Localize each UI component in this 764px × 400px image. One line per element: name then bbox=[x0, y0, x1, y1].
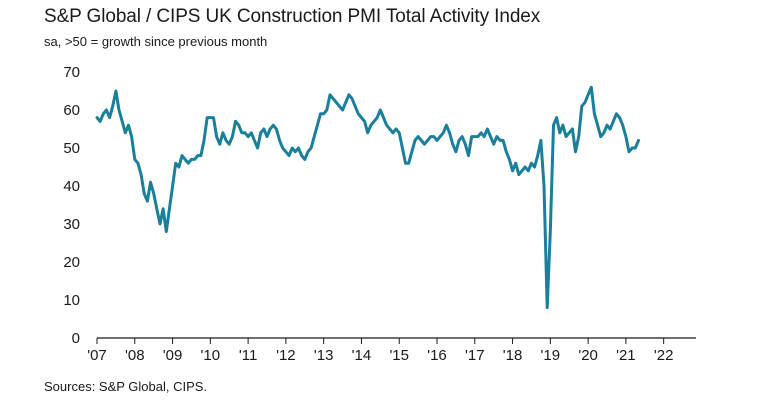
series-line bbox=[95, 85, 640, 310]
x-tick-label: '19 bbox=[541, 347, 561, 364]
y-tick-label: 0 bbox=[72, 330, 80, 347]
y-axis-ticks: 0 10 20 30 40 50 60 70 bbox=[63, 64, 80, 347]
x-tick-label: '09 bbox=[163, 347, 183, 364]
x-tick-label: '08 bbox=[125, 347, 145, 364]
x-tick-label: '15 bbox=[389, 347, 409, 364]
y-tick-label: 50 bbox=[63, 140, 80, 157]
y-tick-label: 40 bbox=[63, 178, 80, 195]
x-tick-label: '11 bbox=[239, 347, 257, 364]
chart-subtitle: sa, >50 = growth since previous month bbox=[44, 34, 268, 49]
x-tick-label: '16 bbox=[427, 347, 447, 364]
x-tick-label: '21 bbox=[616, 347, 636, 364]
x-tick-label: '10 bbox=[201, 347, 221, 364]
x-tick-label: '17 bbox=[465, 347, 485, 364]
x-axis-ticks: '07 '08 '09 '10 '11 '12 '13 '14 '15 '16 '17 '18 '19 '… bbox=[87, 338, 673, 364]
y-tick-label: 20 bbox=[63, 254, 80, 271]
x-tick-label: '07 bbox=[87, 347, 107, 364]
y-tick-label: 10 bbox=[63, 292, 80, 309]
y-tick-label: 60 bbox=[63, 102, 80, 119]
x-tick-label: '20 bbox=[578, 347, 598, 364]
x-tick-label: '22 bbox=[654, 347, 674, 364]
x-tick-label: '12 bbox=[276, 347, 296, 364]
y-tick-label: 30 bbox=[63, 216, 80, 233]
chart-title: S&P Global / CIPS UK Construction PMI To… bbox=[44, 6, 541, 27]
x-tick-label: '13 bbox=[314, 347, 334, 364]
x-tick-label: '14 bbox=[352, 347, 372, 364]
source-note: Sources: S&P Global, CIPS. bbox=[44, 379, 208, 394]
y-tick-label: 70 bbox=[63, 64, 80, 81]
x-tick-label: '18 bbox=[503, 347, 523, 364]
